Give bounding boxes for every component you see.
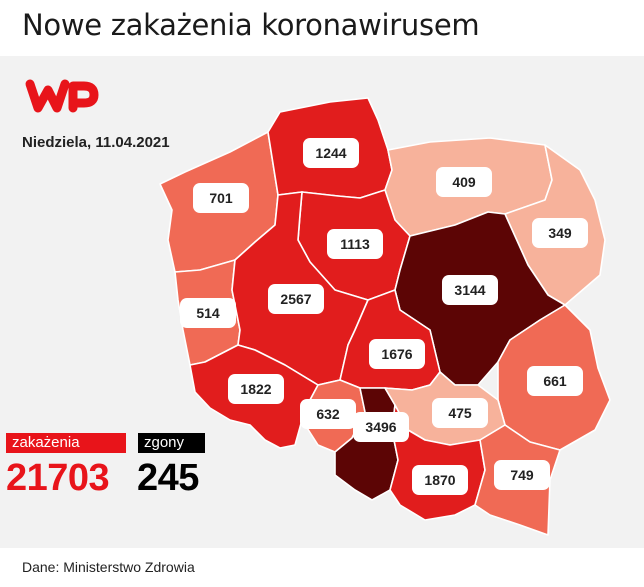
region-value-podlaskie: 349 bbox=[532, 218, 588, 248]
region-value-lubelskie: 661 bbox=[527, 366, 583, 396]
region-value-podkarpackie: 749 bbox=[494, 460, 550, 490]
region-value-slaskie: 3496 bbox=[353, 412, 409, 442]
region-value-mazowieckie: 3144 bbox=[442, 275, 498, 305]
region-value-kujawsko-pomorskie: 1113 bbox=[327, 229, 383, 259]
wp-logo-icon bbox=[25, 79, 99, 113]
cases-label: zakażenia bbox=[6, 433, 126, 453]
region-value-lubuskie: 514 bbox=[180, 298, 236, 328]
region-value-swietokrzyskie: 475 bbox=[432, 398, 488, 428]
page-title: Nowe zakażenia koronawirusem bbox=[22, 8, 480, 42]
region-value-pomorskie: 1244 bbox=[303, 138, 359, 168]
region-value-dolnoslaskie: 1822 bbox=[228, 374, 284, 404]
deaths-value: 245 bbox=[137, 457, 199, 499]
region-value-zachodniopomorskie: 701 bbox=[193, 183, 249, 213]
region-value-malopolskie: 1870 bbox=[412, 465, 468, 495]
region-value-opolskie: 632 bbox=[300, 399, 356, 429]
date-label: Niedziela, 11.04.2021 bbox=[22, 134, 170, 151]
region-value-lodzkie: 1676 bbox=[369, 339, 425, 369]
region-value-warminsko-mazurskie: 409 bbox=[436, 167, 492, 197]
region-value-wielkopolskie: 2567 bbox=[268, 284, 324, 314]
cases-value: 21703 bbox=[6, 457, 110, 499]
source-note: Dane: Ministerstwo Zdrowia bbox=[22, 559, 195, 575]
deaths-label: zgony bbox=[138, 433, 205, 453]
